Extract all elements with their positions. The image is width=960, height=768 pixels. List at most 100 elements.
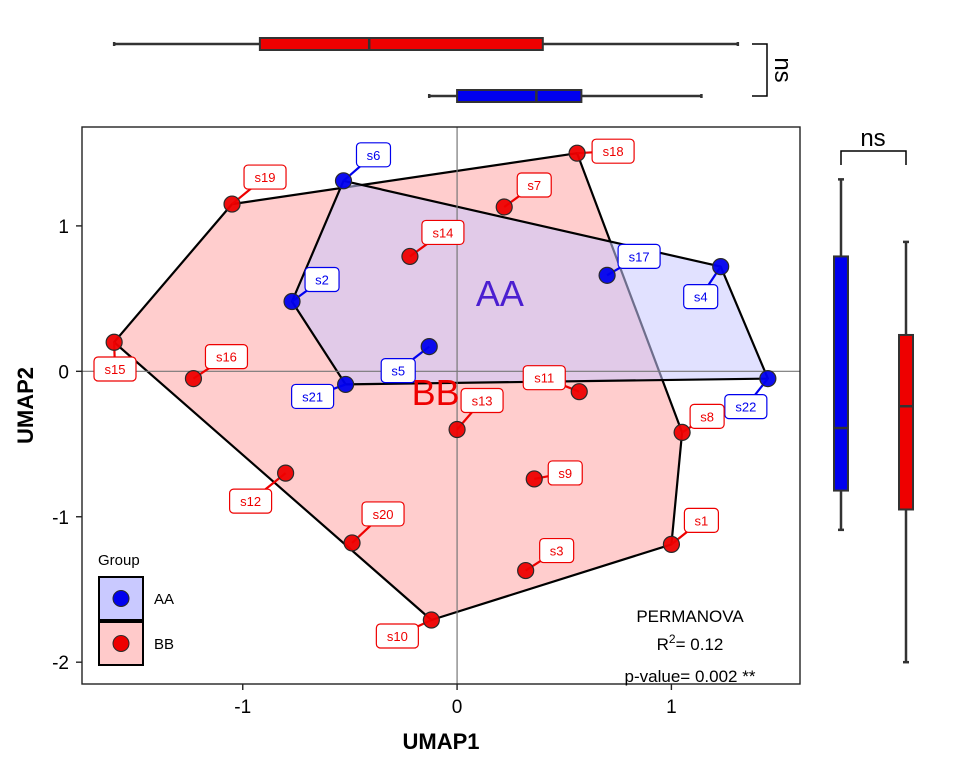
label-s11: s11 bbox=[534, 371, 554, 386]
point-s12 bbox=[277, 464, 295, 482]
label-s4: s4 bbox=[694, 290, 708, 305]
point-s13 bbox=[448, 420, 466, 439]
label-box-s12 bbox=[229, 488, 273, 514]
legend-marker-bb bbox=[112, 635, 130, 652]
legend-marker-aa bbox=[112, 590, 130, 607]
point-s9 bbox=[525, 470, 543, 488]
permanova-annotation: PERMANOVA R2= 0.12 p-value= 0.002 ** bbox=[625, 607, 756, 686]
label-box-s22 bbox=[724, 393, 768, 420]
label-box-s17 bbox=[617, 243, 661, 269]
label-box-s18 bbox=[591, 138, 635, 164]
group-label-bb: BB bbox=[412, 372, 460, 413]
permanova-p-value: p-value= 0.002 ** bbox=[625, 667, 756, 686]
x-axis-title: UMAP1 bbox=[402, 729, 479, 754]
label-s21: s21 bbox=[302, 389, 323, 404]
label-box-s19 bbox=[243, 164, 287, 190]
label-s12: s12 bbox=[240, 494, 261, 509]
point-s11 bbox=[570, 383, 588, 401]
y-tick-label: 0 bbox=[58, 362, 69, 383]
point-s2 bbox=[283, 292, 301, 311]
legend: Group AA BB bbox=[98, 552, 174, 666]
label-box-s7 bbox=[516, 172, 552, 198]
permanova-r2: R2= 0.12 bbox=[657, 632, 724, 654]
marginal-boxplot-x: ns bbox=[112, 37, 796, 103]
y-tick-label: -1 bbox=[52, 508, 69, 529]
r2-value: = 0.12 bbox=[676, 635, 724, 654]
group-centroid-labels: AA BB bbox=[412, 273, 524, 413]
label-box-s20 bbox=[361, 501, 405, 527]
label-s6: s6 bbox=[367, 148, 381, 163]
legend-label-bb: BB bbox=[154, 636, 174, 653]
right-significance-bracket bbox=[840, 150, 907, 165]
axes: -1 0 1 -2 -1 0 1 UMAP1 UMAP2 bbox=[13, 126, 801, 754]
label-box-s8 bbox=[689, 403, 725, 430]
label-s9: s9 bbox=[558, 466, 572, 481]
point-s20 bbox=[343, 534, 361, 552]
label-box-s11 bbox=[522, 365, 566, 391]
point-s22 bbox=[759, 369, 777, 388]
label-s7: s7 bbox=[527, 178, 541, 193]
y-tick-label: 1 bbox=[58, 217, 69, 238]
label-s22: s22 bbox=[735, 400, 756, 415]
label-box-s10 bbox=[375, 623, 419, 649]
label-s8: s8 bbox=[700, 409, 714, 424]
right-box-aa bbox=[833, 255, 849, 492]
x-tick-label: -1 bbox=[234, 697, 251, 718]
label-box-s14 bbox=[421, 219, 465, 246]
point-s6 bbox=[334, 172, 353, 190]
label-s5: s5 bbox=[391, 364, 405, 379]
label-box-s5 bbox=[380, 358, 416, 384]
label-box-s6 bbox=[355, 142, 392, 168]
legend-label-aa: AA bbox=[154, 591, 174, 608]
label-s1: s1 bbox=[695, 513, 709, 528]
point-s4 bbox=[712, 258, 730, 276]
label-s15: s15 bbox=[105, 362, 126, 377]
label-s18: s18 bbox=[603, 144, 624, 159]
point-s5 bbox=[420, 338, 438, 356]
plot-panel: s2 s4 s5 s6 s17 s21 s22 s1 s3 s7 s8 s9 s10 s11 s12 s13 s… bbox=[82, 127, 800, 684]
label-box-s4 bbox=[683, 284, 719, 310]
label-s19: s19 bbox=[255, 170, 276, 185]
point-s16 bbox=[184, 369, 203, 388]
top-significance-label: ns bbox=[769, 57, 796, 82]
label-box-s3 bbox=[539, 537, 575, 564]
top-box-bb bbox=[258, 37, 544, 51]
point-s3 bbox=[517, 561, 535, 580]
y-axis-title: UMAP2 bbox=[13, 367, 38, 444]
label-box-s2 bbox=[304, 266, 340, 293]
point-s17 bbox=[598, 266, 616, 284]
r2-prefix: R bbox=[657, 635, 669, 654]
label-s17: s17 bbox=[629, 249, 650, 264]
point-s21 bbox=[337, 375, 355, 394]
point-s18 bbox=[568, 144, 586, 162]
x-tick-label: 0 bbox=[452, 697, 463, 718]
label-s14: s14 bbox=[432, 225, 453, 240]
permanova-title: PERMANOVA bbox=[636, 607, 744, 626]
label-box-s9 bbox=[547, 460, 583, 486]
right-box-bb bbox=[898, 333, 914, 511]
point-s15 bbox=[105, 333, 123, 351]
y-tick-label: -2 bbox=[52, 653, 69, 674]
legend-title: Group bbox=[98, 552, 140, 569]
label-box-s21 bbox=[291, 383, 335, 410]
label-s20: s20 bbox=[373, 507, 394, 522]
label-s3: s3 bbox=[550, 544, 564, 559]
group-label-aa: AA bbox=[476, 273, 524, 314]
r2-superscript: 2 bbox=[669, 632, 676, 646]
point-s14 bbox=[401, 247, 419, 266]
point-s19 bbox=[223, 195, 241, 213]
point-labels: s2 s4 s5 s6 s17 s21 s22 s1 s3 s7 s8 s9 s10 s11 s12 s13 s… bbox=[93, 138, 768, 649]
right-significance-label: ns bbox=[860, 125, 885, 152]
x-tick-label: 1 bbox=[666, 697, 677, 718]
top-significance-bracket bbox=[752, 43, 768, 97]
label-box-s1 bbox=[683, 507, 720, 533]
label-s13: s13 bbox=[472, 393, 493, 408]
label-s16: s16 bbox=[216, 350, 237, 365]
label-box-s16 bbox=[204, 343, 249, 370]
reference-lines bbox=[82, 127, 800, 684]
top-box-aa bbox=[456, 89, 583, 103]
hull-aa bbox=[290, 179, 770, 386]
point-s10 bbox=[422, 611, 440, 629]
marginal-boxplot-y: ns bbox=[833, 125, 914, 664]
